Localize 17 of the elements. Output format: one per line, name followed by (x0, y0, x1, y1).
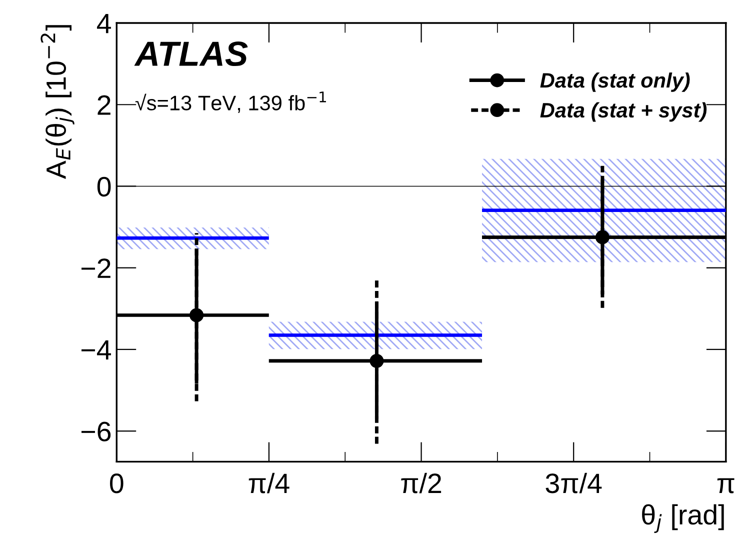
y-tick-label: 0 (97, 176, 111, 197)
y-tick-label: −6 (81, 422, 111, 442)
y-tick-label: −4 (81, 340, 111, 360)
x-tick-label: 3π/4 (546, 472, 602, 494)
annotation: ATLAS (134, 41, 248, 66)
x-tick-label: π/4 (248, 472, 290, 494)
y-tick-label: 4 (96, 14, 111, 34)
annotation: √s=13 TeV, 139 fb$^{−1}$ (135, 92, 326, 113)
x-tick-label: π/2 (401, 472, 442, 494)
x-tick-label: π (717, 478, 734, 494)
x-axis-title: θ$_{j}$ [rad] (642, 504, 724, 533)
y-tick-label: −2 (81, 258, 110, 278)
x-tick-label: 0 (110, 474, 124, 494)
y-axis-title: A$_{E}$(θ$_{j}$) [10$^{−2}$] (40, 25, 74, 180)
legend-label: Data (stat only) (540, 72, 690, 92)
y-tick-label: 2 (98, 95, 110, 115)
legend-label: Data (stat + syst) (540, 102, 707, 122)
